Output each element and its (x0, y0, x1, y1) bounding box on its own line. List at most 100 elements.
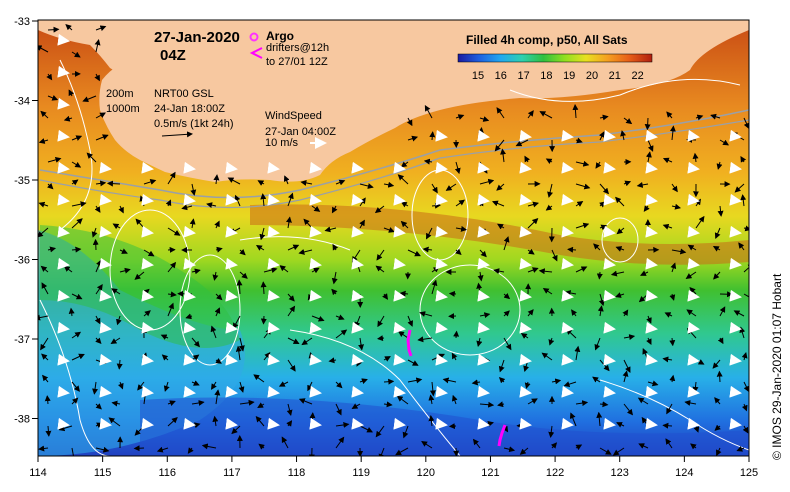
current-arrow (503, 236, 510, 251)
wind-arrow (477, 385, 490, 398)
colorbar-tick-label: 18 (540, 70, 552, 82)
current-arrow (637, 397, 649, 405)
y-tick-label: -33 (14, 16, 30, 28)
current-arrow (71, 135, 83, 141)
current-arrow (717, 337, 724, 345)
wind-arrow (183, 353, 196, 366)
current-arrow (541, 352, 553, 361)
wind-arrow (729, 385, 742, 398)
current-arrow (395, 447, 409, 456)
current-arrow (71, 246, 82, 253)
current-arrow (301, 337, 313, 346)
current-arrow (690, 443, 697, 450)
current-arrow (662, 157, 673, 164)
current-arrow (575, 266, 588, 273)
current-arrow (68, 307, 75, 317)
current-arrow (406, 117, 413, 127)
wind-arrow (645, 193, 658, 206)
current-arrow (575, 137, 583, 144)
wind-arrow (603, 257, 616, 270)
current-arrow (47, 95, 59, 101)
current-arrow (311, 205, 321, 212)
current-arrow (402, 425, 409, 439)
wind-arrow (141, 225, 154, 238)
current-arrow (503, 310, 510, 317)
x-tick-label: 116 (158, 467, 176, 479)
current-arrow (167, 171, 176, 185)
wind-arrow (561, 289, 574, 302)
wind-arrow (57, 257, 70, 270)
colorbar-title: Filled 4h comp, p50, All Sats (466, 33, 628, 47)
current-arrow (47, 156, 62, 163)
current-arrow (71, 331, 82, 339)
current-arrow (377, 335, 385, 342)
wind-arrow (645, 161, 658, 174)
current-arrow (287, 293, 295, 302)
wind-arrow (435, 321, 448, 334)
current-arrow (623, 359, 631, 373)
current-arrow (407, 315, 413, 327)
wind-arrow (57, 289, 70, 302)
current-arrow (669, 125, 676, 141)
current-arrow (213, 174, 220, 185)
wind-arrow (729, 129, 742, 142)
current-arrow (712, 245, 721, 252)
credit-text: © IMOS 29-Jan-2020 01:07 Hobart (770, 273, 784, 460)
current-arrow (143, 249, 155, 257)
current-arrow (498, 376, 506, 384)
wind-arrow (393, 353, 406, 366)
current-arrow (238, 381, 245, 393)
current-arrow (664, 312, 673, 318)
y-tick-label: -34 (14, 96, 30, 108)
wind-arrow (99, 385, 112, 398)
current-arrow (375, 265, 385, 273)
current-arrow (662, 422, 673, 429)
wind-arrow (687, 161, 700, 174)
current-arrow (134, 271, 145, 280)
current-arrow (407, 377, 423, 384)
current-arrow (743, 117, 749, 130)
current-arrow (119, 248, 128, 254)
current-arrow (94, 205, 101, 213)
current-arrow (335, 421, 350, 428)
wind-arrow (603, 129, 616, 142)
current-arrow (38, 201, 49, 208)
current-arrow (527, 398, 538, 405)
current-arrow (71, 218, 83, 229)
wind-arrow (687, 193, 700, 206)
current-arrow (118, 205, 124, 214)
current-arrow (285, 216, 292, 229)
wind-arrow (477, 225, 490, 238)
current-arrow (167, 417, 178, 427)
current-arrow (335, 381, 343, 389)
colorbar-ticks: 15 16 17 18 19 20 21 22 (472, 70, 644, 82)
wind-arrow (351, 289, 364, 302)
x-tick-label: 121 (481, 467, 499, 479)
current-arrow (71, 51, 81, 58)
current-arrow (647, 139, 654, 152)
current-arrow (497, 223, 505, 230)
wind-arrow (141, 385, 154, 398)
current-arrow (599, 131, 605, 141)
current-arrow (286, 420, 293, 427)
y-tick-label: -36 (14, 255, 30, 267)
current-arrow (46, 73, 53, 81)
current-arrow (38, 227, 49, 238)
current-arrow (719, 139, 730, 146)
current-scale-arrow (161, 131, 193, 138)
isobath-200m-label: 200m (106, 88, 134, 100)
current-arrow (111, 400, 121, 407)
current-arrow (527, 248, 535, 255)
map-date: 27-Jan-2020 (154, 29, 240, 46)
current-arrow (713, 271, 721, 280)
current-arrow (40, 265, 49, 273)
current-arrow (71, 397, 79, 405)
current-arrow (453, 330, 460, 339)
current-arrow (472, 438, 481, 449)
current-arrow (191, 268, 201, 275)
current-arrow (563, 381, 577, 388)
argo-symbol (249, 32, 259, 42)
current-arrow (167, 400, 176, 406)
wind-arrow (99, 193, 112, 206)
current-arrow (685, 271, 697, 279)
